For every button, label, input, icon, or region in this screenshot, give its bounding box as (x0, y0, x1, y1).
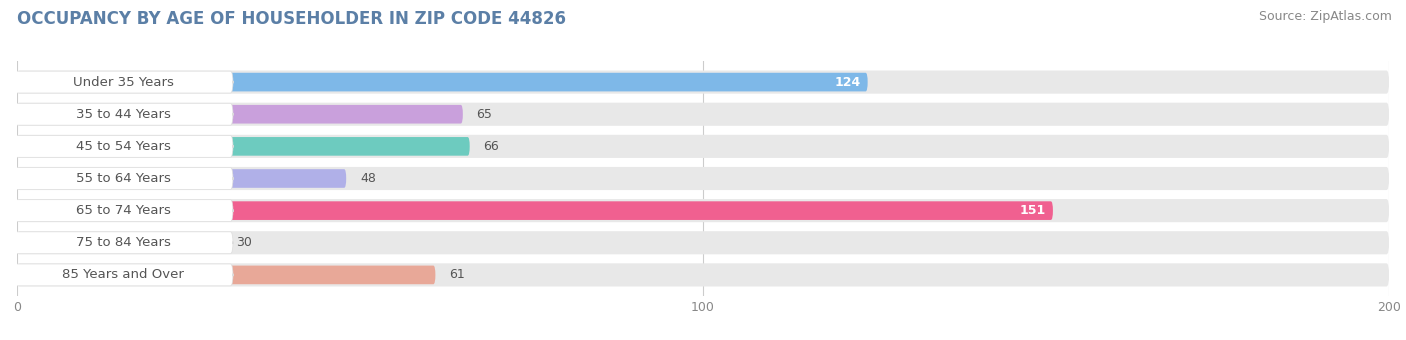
Text: 124: 124 (835, 75, 860, 89)
Text: 65 to 74 Years: 65 to 74 Years (76, 204, 170, 217)
Text: 65: 65 (477, 108, 492, 121)
Text: 30: 30 (236, 236, 252, 249)
FancyBboxPatch shape (17, 105, 463, 123)
Text: 35 to 44 Years: 35 to 44 Years (76, 108, 170, 121)
FancyBboxPatch shape (17, 70, 1389, 94)
Text: 48: 48 (360, 172, 375, 185)
FancyBboxPatch shape (14, 135, 233, 157)
FancyBboxPatch shape (17, 169, 346, 188)
FancyBboxPatch shape (17, 135, 1389, 158)
Text: Source: ZipAtlas.com: Source: ZipAtlas.com (1258, 10, 1392, 23)
FancyBboxPatch shape (14, 232, 233, 254)
FancyBboxPatch shape (14, 103, 233, 125)
FancyBboxPatch shape (17, 167, 1389, 190)
Text: 85 Years and Over: 85 Years and Over (62, 268, 184, 282)
Text: 61: 61 (449, 268, 465, 282)
FancyBboxPatch shape (17, 266, 436, 284)
Text: Under 35 Years: Under 35 Years (73, 75, 174, 89)
FancyBboxPatch shape (14, 71, 233, 93)
FancyBboxPatch shape (17, 264, 1389, 287)
Text: OCCUPANCY BY AGE OF HOUSEHOLDER IN ZIP CODE 44826: OCCUPANCY BY AGE OF HOUSEHOLDER IN ZIP C… (17, 10, 565, 28)
Text: 75 to 84 Years: 75 to 84 Years (76, 236, 170, 249)
FancyBboxPatch shape (14, 200, 233, 222)
FancyBboxPatch shape (17, 231, 1389, 254)
FancyBboxPatch shape (17, 103, 1389, 126)
FancyBboxPatch shape (17, 73, 868, 91)
FancyBboxPatch shape (14, 168, 233, 189)
FancyBboxPatch shape (17, 234, 222, 252)
Text: 55 to 64 Years: 55 to 64 Years (76, 172, 170, 185)
FancyBboxPatch shape (14, 264, 233, 286)
Text: 45 to 54 Years: 45 to 54 Years (76, 140, 170, 153)
FancyBboxPatch shape (17, 137, 470, 156)
FancyBboxPatch shape (17, 201, 1053, 220)
Text: 151: 151 (1019, 204, 1046, 217)
FancyBboxPatch shape (17, 199, 1389, 222)
Text: 66: 66 (484, 140, 499, 153)
